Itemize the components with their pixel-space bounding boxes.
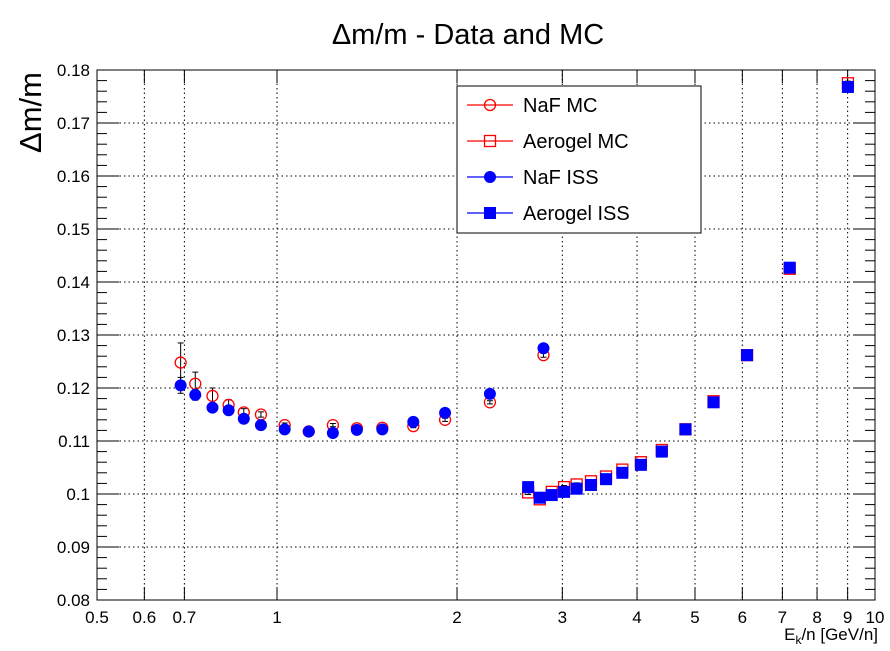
x-axis-label-sub: k <box>795 633 802 647</box>
y-tick-label: 0.11 <box>58 432 90 451</box>
chart-title: Δm/m - Data and MC <box>332 19 604 51</box>
x-tick-label: 8 <box>812 608 821 627</box>
x-tick-label: 4 <box>632 608 641 627</box>
plot-frame <box>96 69 876 601</box>
x-tick-label: 10 <box>866 608 885 627</box>
x-tick-label: 3 <box>558 608 567 627</box>
data-point <box>376 423 389 436</box>
data-point <box>326 427 339 440</box>
y-tick-label: 0.1 <box>66 485 90 504</box>
data-point <box>616 466 629 479</box>
y-tick-label: 0.08 <box>57 591 90 610</box>
data-point <box>679 423 692 436</box>
data-point <box>707 396 720 409</box>
data-point <box>533 491 546 504</box>
data-point <box>841 80 854 93</box>
legend-marker <box>483 98 497 112</box>
data-point <box>206 401 219 414</box>
x-tick-label: 0.6 <box>133 608 157 627</box>
x-tick-label: 0.5 <box>85 608 109 627</box>
data-point <box>302 425 315 438</box>
data-point <box>545 489 558 502</box>
data-point <box>174 379 187 392</box>
x-axis-label-main: E <box>784 625 795 644</box>
x-tick-label: 1 <box>272 608 281 627</box>
y-tick-label: 0.16 <box>57 167 90 186</box>
data-point <box>570 482 583 495</box>
data-point <box>634 458 647 471</box>
y-tick-label: 0.17 <box>57 114 90 133</box>
data-points <box>174 77 855 506</box>
y-tick-label: 0.18 <box>57 61 90 80</box>
series-naf-iss <box>174 342 550 440</box>
y-axis-label: Δm/m <box>13 72 48 153</box>
legend-marker <box>483 134 497 148</box>
y-tick-label: 0.09 <box>57 538 90 557</box>
x-tick-label: 5 <box>690 608 699 627</box>
data-point <box>350 423 363 436</box>
legend: NaF MC Aerogel MC NaF ISS Aerogel ISS <box>456 85 702 234</box>
data-point <box>189 388 202 401</box>
legend-label: Aerogel MC <box>523 131 629 153</box>
data-point <box>254 419 267 432</box>
data-point <box>783 261 796 274</box>
data-point <box>558 485 571 498</box>
x-tick-label: 6 <box>738 608 747 627</box>
data-point <box>206 389 219 403</box>
x-tick-label: 0.7 <box>173 608 197 627</box>
legend-label: NaF MC <box>523 95 597 117</box>
data-point <box>174 356 187 369</box>
legend-label: Aerogel ISS <box>523 203 630 225</box>
y-tick-label: 0.13 <box>57 326 90 345</box>
x-tick-label: 2 <box>452 608 461 627</box>
x-tick-label: 7 <box>778 608 787 627</box>
grid <box>97 70 875 600</box>
data-point <box>741 349 754 362</box>
data-point <box>278 423 291 436</box>
x-tick-label: 9 <box>843 608 852 627</box>
axis-ticks: 0.5 0.6 0.7 1 2 3 4 5 6 7 8 9 10 0.08 0.09 0.1 0.11 0.12 0… <box>57 61 885 627</box>
data-point <box>655 445 668 458</box>
y-tick-label: 0.12 <box>57 379 90 398</box>
legend-label: NaF ISS <box>523 167 599 189</box>
legend-entry: NaF ISS <box>467 167 599 189</box>
data-point <box>522 481 535 494</box>
data-point <box>407 415 420 428</box>
legend-marker <box>484 207 496 219</box>
y-tick-label: 0.14 <box>57 273 90 292</box>
legend-entry: Aerogel ISS <box>467 203 630 225</box>
data-point <box>222 404 235 417</box>
x-axis-label: Ek/n [GeV/n] <box>784 625 878 647</box>
y-tick-label: 0.15 <box>57 220 90 239</box>
data-point <box>483 387 496 400</box>
data-point <box>439 406 452 419</box>
data-point <box>584 478 597 491</box>
legend-marker <box>484 171 496 183</box>
legend-box <box>456 85 702 234</box>
series-aerogel-iss <box>522 80 854 504</box>
legend-entry: Aerogel MC <box>467 131 629 153</box>
x-axis-label-tail: /n [GeV/n] <box>801 625 878 644</box>
data-point <box>600 473 613 486</box>
data-point <box>237 412 250 425</box>
legend-entry: NaF MC <box>467 95 597 117</box>
data-point <box>537 342 550 355</box>
